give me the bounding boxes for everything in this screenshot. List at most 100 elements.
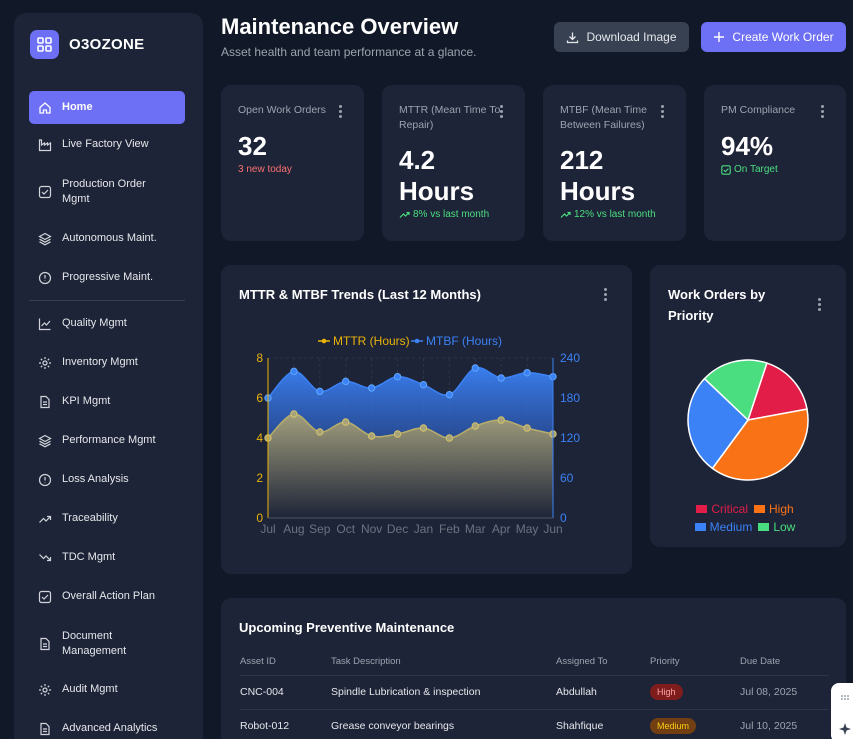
legend-label: Critical	[711, 502, 748, 516]
legend-item-low[interactable]: Low	[758, 518, 795, 536]
legend-item-critical[interactable]: Critical	[696, 500, 748, 518]
legend-label: MTTR (Hours)	[333, 334, 410, 348]
trending-down-icon	[39, 553, 52, 561]
sidebar-item-traceability[interactable]: Traceability	[29, 511, 185, 526]
x-tick-label: Jan	[414, 522, 433, 536]
download-image-button[interactable]: Download Image	[554, 22, 689, 52]
column-header[interactable]: Priority	[650, 655, 680, 667]
more-vertical-icon[interactable]	[339, 105, 343, 120]
kpi-title: MTBF (Mean Time Between Failures)	[560, 104, 647, 131]
mtbf-point	[523, 368, 531, 377]
sidebar-item-home[interactable]: Home	[29, 91, 185, 124]
legend-row: Medium Low	[650, 518, 846, 536]
create-work-order-label: Create Work Order	[732, 30, 834, 44]
y-left-tick-label: 2	[256, 471, 263, 485]
priority-badge: High	[650, 684, 683, 700]
sidebar-item-label: Live Factory View	[62, 138, 149, 150]
task-cell: Grease conveyor bearings	[331, 708, 556, 739]
x-tick-label: Jul	[260, 522, 275, 536]
priority-cell: High	[650, 674, 740, 709]
sidebar-item-tdc-mgmt[interactable]: TDC Mgmt	[29, 550, 185, 565]
mttr-point	[471, 422, 479, 430]
kpi-value: 32	[238, 131, 267, 161]
task-cell: Spindle Lubrication & inspection	[331, 674, 556, 709]
mttr-point	[316, 428, 324, 436]
mtbf-point	[471, 364, 479, 372]
more-vertical-icon[interactable]	[661, 105, 665, 120]
legend-label: Low	[773, 520, 796, 534]
sidebar-item-live-factory-view[interactable]: Live Factory View	[29, 137, 185, 152]
sidebar-item-kpi-mgmt[interactable]: KPI Mgmt	[29, 394, 185, 409]
sidebar-item-loss-analysis[interactable]: Loss Analysis	[29, 472, 185, 487]
legend-item-medium[interactable]: Medium	[694, 518, 753, 536]
kpi-note: 12% vs last month	[560, 209, 656, 220]
mtbf-point	[342, 377, 350, 386]
sidebar-item-autonomous-maint[interactable]: Autonomous Maint.	[29, 231, 185, 246]
kpi-note: 8% vs last month	[399, 209, 489, 220]
table-row[interactable]: Robot-012 Grease conveyor bearings Shahf…	[240, 708, 829, 739]
column-header[interactable]: Asset ID	[240, 655, 276, 667]
table-row[interactable]: CNC-004 Spindle Lubrication & inspection…	[240, 674, 829, 709]
sidebar-item-overall-action-plan[interactable]: Overall Action Plan	[29, 589, 185, 604]
legend-label: Medium	[709, 520, 753, 534]
column-header[interactable]: Task Description	[331, 655, 401, 667]
kpi-value: 212 Hours	[560, 145, 636, 206]
sidebar-item-progressive-maint[interactable]: Progressive Maint.	[29, 270, 185, 285]
x-tick-label: Sep	[309, 522, 331, 536]
more-vertical-icon[interactable]	[500, 105, 504, 120]
brand[interactable]: O3OZONE	[30, 30, 144, 59]
trending-up-icon	[399, 211, 410, 218]
x-tick-label: Jun	[543, 522, 562, 536]
document-icon	[40, 722, 50, 735]
y-left-tick-label: 0	[256, 511, 263, 525]
more-vertical-icon[interactable]	[604, 288, 608, 303]
sidebar-item-inventory-mgmt[interactable]: Inventory Mgmt	[29, 355, 185, 370]
sidebar-item-production-order-mgmt[interactable]: Production Order Mgmt	[29, 177, 185, 207]
brand-logo-icon	[30, 30, 59, 59]
pie-slice-high	[711, 408, 809, 481]
sidebar-item-advanced-analytics[interactable]: Advanced Analytics	[29, 721, 185, 736]
plus-icon	[714, 32, 725, 42]
table-header-row: Asset ID Task Description Assigned To Pr…	[240, 648, 829, 675]
column-header[interactable]: Due Date	[740, 655, 781, 667]
mttr-point	[523, 424, 531, 432]
sidebar-item-audit-mgmt[interactable]: Audit Mgmt	[29, 682, 185, 697]
floating-widget-button[interactable]	[831, 683, 853, 739]
column-header[interactable]: Assigned To	[556, 655, 608, 667]
alert-circle-icon	[38, 271, 52, 284]
kpi-value: 94%	[721, 131, 774, 161]
legend-swatch	[696, 505, 708, 513]
trend-chart: 0 2 4 6 8 0 60 120 180 240 Jul Aug Sep Oct Nov Dec Jan Fe…	[256, 334, 580, 536]
sidebar-item-quality-mgmt[interactable]: Quality Mgmt	[29, 316, 185, 331]
kpi-title: Open Work Orders	[238, 104, 326, 116]
factory-icon	[38, 138, 52, 151]
x-tick-label: Apr	[492, 522, 511, 536]
y-right-tick-label: 240	[560, 351, 580, 365]
kpi-note: 3 new today	[238, 164, 292, 175]
kpi-note-text: 8% vs last month	[413, 209, 490, 220]
sidebar-item-label: Document Management	[62, 630, 127, 657]
sidebar-item-label: KPI Mgmt	[62, 395, 111, 407]
mttr-point	[393, 430, 402, 438]
mtbf-point	[290, 367, 298, 376]
y-right-tick-label: 60	[560, 471, 574, 485]
home-icon	[39, 101, 51, 114]
legend-item-high[interactable]: High	[753, 500, 794, 518]
mtbf-point	[445, 390, 454, 399]
x-tick-label: May	[516, 522, 539, 536]
y-left-tick-label: 4	[256, 431, 263, 445]
more-vertical-icon[interactable]	[821, 105, 825, 120]
kpi-value: 4.2 Hours	[399, 145, 475, 206]
upcoming-pm-card: Upcoming Preventive Maintenance Asset ID…	[221, 598, 846, 739]
kpi-note-text: 3 new today	[238, 164, 292, 175]
sidebar-item-performance-mgmt[interactable]: Performance Mgmt	[29, 433, 185, 448]
mttr-point	[419, 424, 428, 432]
asset-id-cell: Robot-012	[240, 708, 331, 739]
sidebar-item-label: TDC Mgmt	[62, 551, 116, 563]
create-work-order-button[interactable]: Create Work Order	[701, 22, 846, 52]
legend-marker	[321, 338, 327, 344]
sidebar-item-label: Quality Mgmt	[62, 317, 127, 329]
sidebar-item-document-management[interactable]: Document Management	[29, 629, 185, 659]
more-vertical-icon[interactable]	[818, 298, 822, 313]
priority-chart-title: Work Orders by Priority	[668, 287, 766, 323]
